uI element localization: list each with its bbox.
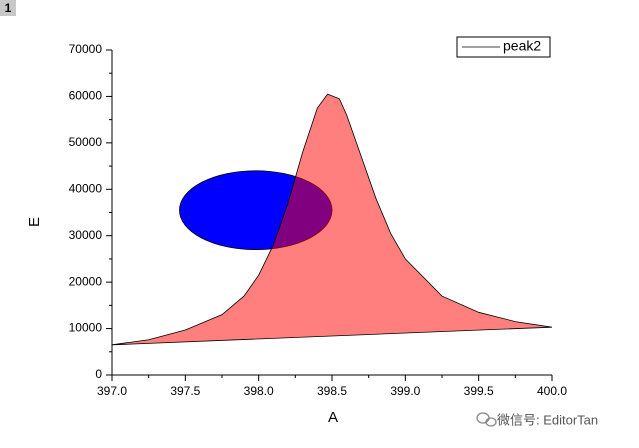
watermark: 微信号: EditorTan	[497, 412, 598, 427]
x-axis-label: A	[328, 409, 338, 426]
x-tick-label: 400.0	[537, 384, 567, 398]
x-tick-label: 398.5	[317, 384, 347, 398]
y-tick-label: 10000	[69, 321, 103, 335]
x-tick-label: 397.0	[97, 384, 127, 398]
panel-label: 1	[5, 1, 12, 15]
y-tick-label: 70000	[69, 42, 103, 56]
y-tick-label: 60000	[69, 89, 103, 103]
watermark-icon	[476, 412, 497, 427]
peak-area	[111, 93, 553, 346]
y-tick-label: 50000	[69, 135, 103, 149]
x-tick-label: 399.0	[390, 384, 420, 398]
y-tick-label: 40000	[69, 181, 103, 195]
panel-badge	[0, 0, 16, 16]
x-tick-label: 398.0	[244, 384, 274, 398]
y-axis-label: E	[26, 217, 43, 227]
legend-label: peak2	[503, 38, 541, 54]
y-tick-label: 30000	[69, 228, 103, 242]
y-tick-label: 0	[95, 367, 102, 381]
legend-box	[456, 36, 551, 58]
x-tick-label: 397.5	[170, 384, 200, 398]
x-tick-label: 399.5	[464, 384, 494, 398]
y-tick-label: 20000	[69, 274, 103, 288]
